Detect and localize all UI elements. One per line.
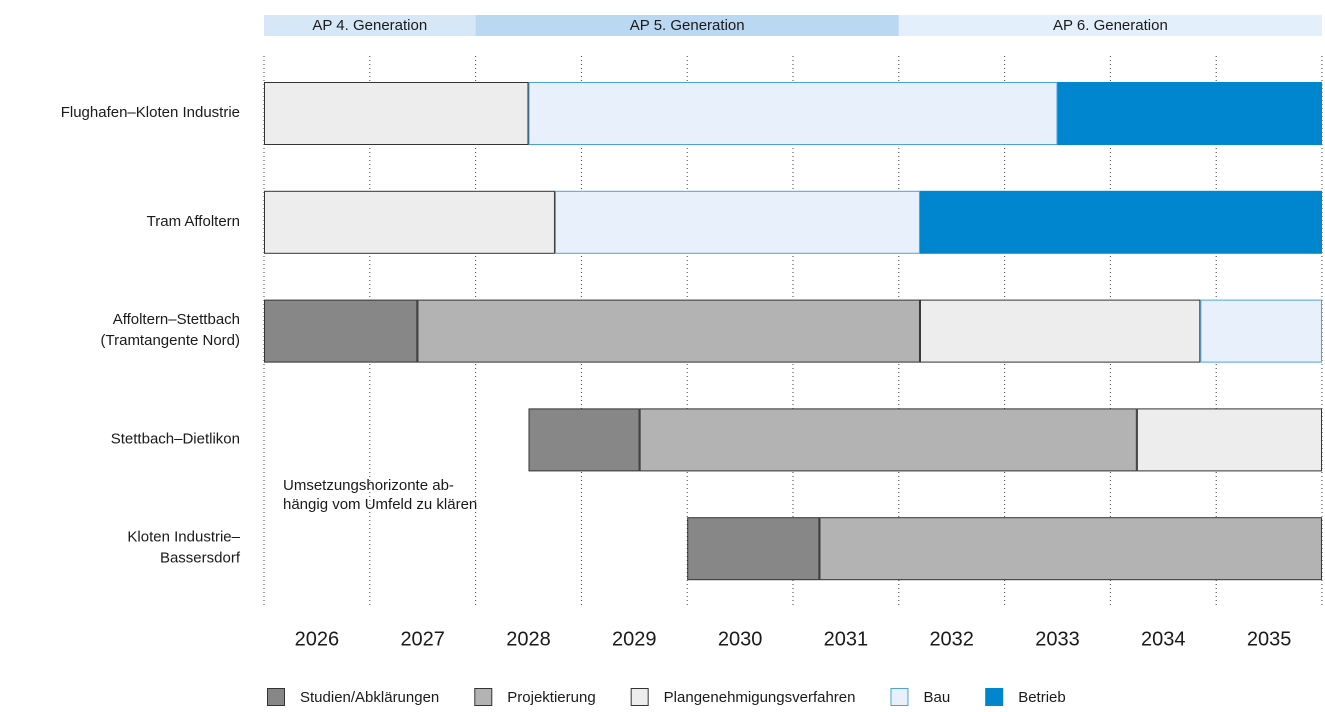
phase-bar: [1200, 299, 1322, 363]
year-label: 2031: [824, 628, 869, 650]
year-label: 2028: [506, 628, 551, 650]
legend-label: Projektierung: [507, 689, 595, 706]
year-label: 2035: [1247, 628, 1292, 650]
year-label: 2026: [295, 628, 340, 650]
phase-bar: [819, 517, 1322, 581]
generation-label: AP 5. Generation: [630, 17, 745, 34]
phase-bar: [528, 408, 640, 472]
phase-bar: [528, 82, 1058, 145]
phase-bar: [1136, 408, 1322, 472]
phase-bar: [264, 299, 418, 363]
year-label: 2034: [1141, 628, 1186, 650]
year-label: 2030: [718, 628, 763, 650]
phase-bar: [264, 82, 529, 145]
task-label: Stettbach–Dietlikon: [111, 430, 240, 447]
task-label: Affoltern–Stettbach: [113, 311, 240, 328]
year-label: 2033: [1035, 628, 1080, 650]
legend-label: Bau: [923, 689, 950, 706]
task-label: Bassersdorf: [160, 550, 241, 567]
task-label: (Tramtangente Nord): [101, 332, 241, 349]
legend-label: Studien/Abklärungen: [300, 689, 439, 706]
generation-band: [898, 15, 1322, 36]
year-label: 2029: [612, 628, 657, 650]
legend-swatch: [474, 688, 493, 706]
phase-bar: [639, 408, 1137, 472]
legend-swatch: [630, 688, 649, 706]
phase-bar: [687, 517, 820, 581]
legend-swatch: [267, 688, 285, 706]
task-label: Flughafen–Kloten Industrie: [61, 104, 240, 121]
phase-bar: [919, 190, 1323, 254]
generation-label: AP 6. Generation: [1053, 17, 1168, 34]
legend-swatch: [985, 688, 1004, 706]
phase-bar: [554, 190, 920, 254]
phase-bar: [1057, 82, 1322, 145]
task-label: Kloten Industrie–: [127, 529, 240, 546]
legend-swatch: [890, 688, 909, 706]
phase-bar: [919, 299, 1201, 363]
year-label: 2027: [400, 628, 445, 650]
legend-label: Betrieb: [1018, 689, 1066, 706]
generation-band: [475, 15, 899, 36]
generation-band: [264, 15, 476, 36]
year-label: 2032: [929, 628, 974, 650]
legend-label: Plangenehmigungsverfahren: [664, 689, 856, 706]
phase-bar: [417, 299, 920, 363]
generation-label: AP 4. Generation: [312, 17, 427, 34]
annotation: Umsetzungshorizonte ab-: [283, 477, 454, 494]
task-label: Tram Affoltern: [147, 213, 240, 230]
annotation: hängig vom Umfeld zu klären: [283, 496, 477, 513]
phase-bar: [264, 190, 555, 254]
